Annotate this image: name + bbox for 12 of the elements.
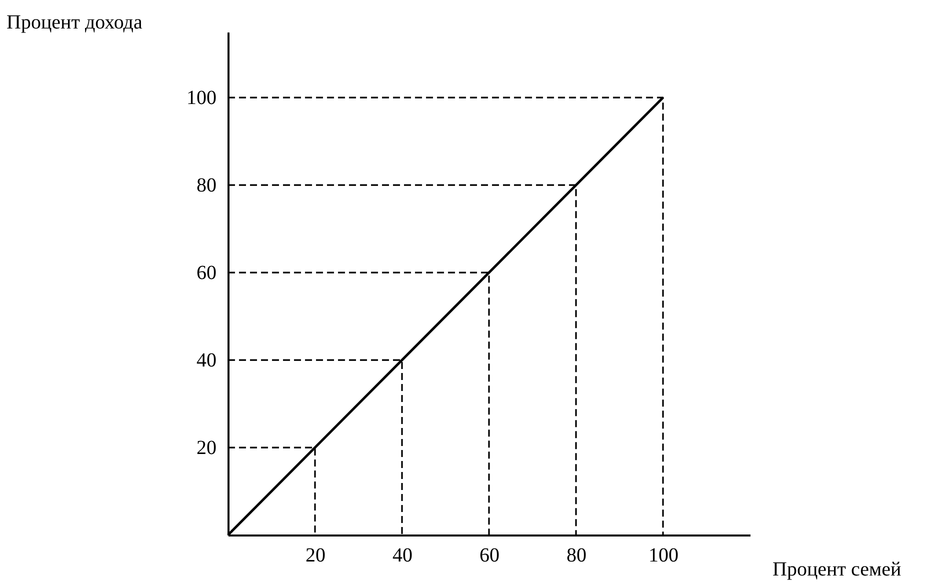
y-tick-label: 80 bbox=[196, 174, 216, 197]
y-axis-title: Процент дохода bbox=[6, 12, 142, 34]
y-tick-label: 100 bbox=[186, 87, 216, 110]
y-tick-label: 20 bbox=[196, 437, 216, 460]
x-tick-label: 40 bbox=[392, 544, 412, 566]
x-tick-label: 60 bbox=[480, 544, 500, 566]
x-tick-label: 20 bbox=[306, 544, 326, 566]
x-axis-title: Процент семей bbox=[772, 558, 902, 580]
y-tick-label: 40 bbox=[196, 350, 216, 372]
x-tick-label: 80 bbox=[566, 544, 586, 566]
y-tick-label: 60 bbox=[196, 262, 216, 284]
x-tick-label: 100 bbox=[648, 544, 678, 566]
